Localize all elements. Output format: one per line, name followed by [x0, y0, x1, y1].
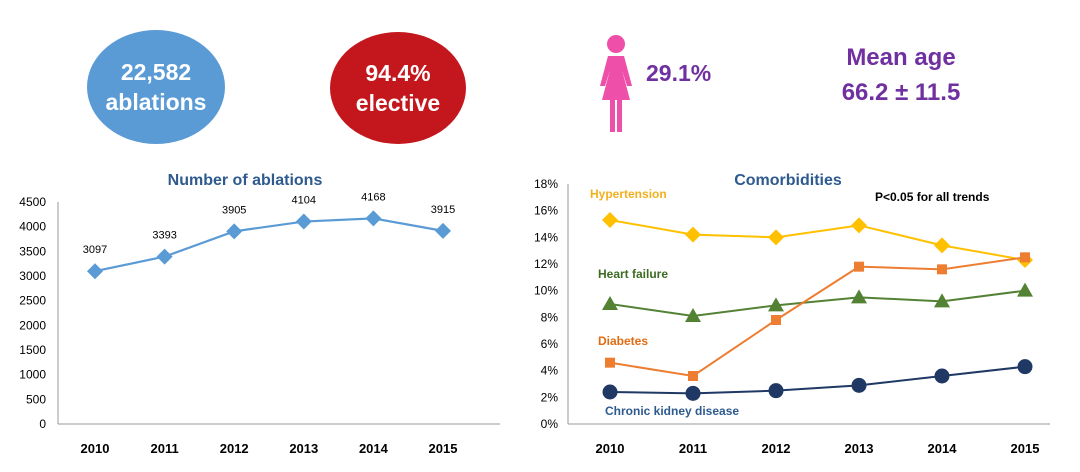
ablations-point	[156, 248, 173, 265]
y-tick-label: 4%	[541, 364, 559, 378]
y-tick-label: 0%	[541, 417, 559, 431]
chronic-kidney-disease-point	[685, 385, 701, 401]
x-tick-label: 2012	[220, 441, 249, 456]
chronic-kidney-disease-series-label: Chronic kidney disease	[605, 404, 739, 418]
diabetes-series-label: Diabetes	[598, 334, 648, 348]
elective-label: elective	[355, 90, 441, 116]
y-tick-label: 12%	[534, 257, 558, 271]
chronic-kidney-disease-series-line	[609, 365, 1026, 395]
chronic-kidney-disease-point	[1017, 359, 1033, 375]
data-label: 4168	[361, 191, 385, 203]
total-ablations-circle: 22,582 ablations	[87, 30, 225, 144]
data-label: 3915	[431, 204, 455, 216]
y-tick-label: 4500	[19, 195, 46, 209]
mean-age-block: Mean age 66.2 ± 11.5	[826, 40, 976, 110]
y-tick-label: 10%	[534, 284, 558, 298]
y-tick-label: 2500	[19, 294, 46, 308]
y-tick-label: 2%	[541, 390, 559, 404]
total-ablations-value: 22,582	[120, 59, 192, 85]
mean-age-label: Mean age	[846, 44, 956, 71]
x-tick-label: 2010	[596, 441, 625, 456]
female-percentage: 29.1%	[646, 60, 712, 86]
data-label: 3097	[83, 244, 107, 256]
ablations-point	[295, 213, 312, 230]
chronic-kidney-disease-point	[768, 383, 784, 399]
diabetes-point	[771, 315, 781, 325]
chart-title: Comorbidities	[734, 172, 842, 189]
heart-failure-series-label: Heart failure	[598, 267, 668, 281]
elective-circle: 94.4% elective	[330, 32, 466, 144]
hypertension-series-line	[609, 219, 1026, 261]
y-tick-label: 3500	[19, 244, 46, 258]
hypertension-point	[768, 229, 784, 246]
female-icon	[600, 35, 632, 132]
x-tick-label: 2015	[429, 441, 458, 456]
heart-failure-point	[934, 293, 950, 308]
x-tick-label: 2014	[928, 441, 958, 456]
x-tick-label: 2011	[679, 441, 707, 456]
x-tick-label: 2013	[845, 441, 874, 456]
ablations-line-chart: Number of ablations 0 500 1000 1500 2000 2500 3…	[19, 172, 500, 456]
diabetes-point	[854, 261, 864, 272]
data-label: 4104	[292, 195, 316, 207]
heart-failure-point	[602, 296, 618, 310]
ablations-point	[365, 210, 382, 227]
y-tick-label: 4000	[19, 220, 46, 234]
y-tick-label: 500	[26, 392, 46, 406]
y-tick-label: 0	[39, 417, 46, 431]
y-tick-label: 14%	[534, 230, 558, 244]
diabetes-point	[1020, 252, 1030, 263]
x-tick-label: 2012	[762, 441, 791, 456]
total-ablations-label: ablations	[105, 89, 207, 115]
hypertension-point	[934, 237, 950, 254]
y-tick-label: 18%	[534, 177, 558, 191]
y-tick-label: 8%	[541, 310, 559, 324]
ablations-series-line	[94, 217, 444, 273]
x-tick-label: 2010	[81, 441, 110, 456]
heart-failure-point	[1017, 282, 1033, 297]
y-tick-label: 2000	[19, 318, 46, 332]
y-tick-label: 6%	[541, 337, 559, 351]
diabetes-point	[688, 371, 698, 381]
diabetes-point	[937, 264, 947, 275]
mean-age-value: 66.2 ± 11.5	[841, 79, 961, 106]
elective-value: 94.4%	[365, 60, 431, 86]
chronic-kidney-disease-point	[602, 384, 618, 400]
heart-failure-series-line	[609, 289, 1026, 318]
hypertension-point	[602, 212, 618, 228]
heart-failure-point	[685, 308, 701, 322]
ablations-point	[435, 222, 451, 239]
chronic-kidney-disease-point	[851, 377, 867, 393]
ablations-point	[226, 223, 243, 240]
x-tick-label: 2013	[289, 441, 318, 456]
hypertension-point	[851, 217, 867, 234]
x-tick-label: 2011	[150, 441, 178, 456]
hypertension-point	[685, 226, 701, 243]
chart-title: Number of ablations	[168, 172, 323, 189]
hypertension-series-label: Hypertension	[590, 187, 667, 201]
diabetes-series-line	[609, 256, 1026, 378]
y-tick-label: 1000	[19, 368, 46, 382]
chronic-kidney-disease-point	[934, 368, 950, 384]
y-tick-label: 3000	[19, 269, 46, 283]
ablations-point	[87, 263, 103, 280]
trend-annotation: P<0.05 for all trends	[875, 190, 990, 204]
y-tick-label: 1500	[19, 343, 46, 357]
data-label: 3393	[152, 230, 176, 242]
x-tick-label: 2014	[359, 441, 389, 456]
diabetes-point	[605, 357, 615, 368]
comorbidities-line-chart: Comorbidities P<0.05 for all trends 0% 2% 4%…	[534, 172, 1050, 456]
heart-failure-point	[768, 297, 784, 312]
heart-failure-point	[851, 289, 867, 304]
x-tick-label: 2015	[1011, 441, 1040, 456]
y-tick-label: 16%	[534, 204, 558, 218]
data-label: 3905	[222, 204, 246, 216]
